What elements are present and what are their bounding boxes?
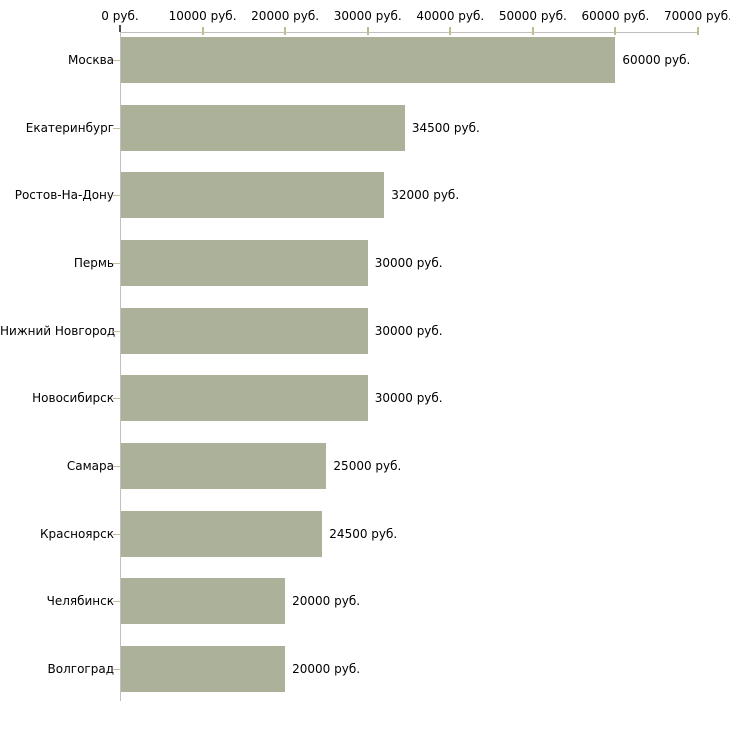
category-tick-mark [113,330,120,332]
x-axis-tick-mark [119,25,121,32]
category-tick-mark [113,263,120,264]
bar-value-label: 20000 руб. [292,594,361,609]
x-axis-tick-mark [366,27,369,35]
bar [121,510,323,557]
category-label: Волгоград [47,662,114,677]
bar-value-label: 30000 руб. [374,323,443,338]
x-axis-tick-label: 50000 руб. [498,9,567,23]
x-axis-tick-label: 40000 руб. [416,9,485,23]
category-tick-mark [113,127,120,129]
category-tick-mark [113,466,120,468]
bar-value-label: 20000 руб. [292,662,361,677]
category-tick-mark [113,398,120,400]
bar [121,37,616,83]
y-axis-line [120,32,121,701]
x-axis-tick-mark [531,27,534,35]
bar-value-label: 25000 руб. [333,459,402,474]
x-axis-tick-mark [449,27,452,35]
category-tick-mark [113,60,120,61]
x-axis-tick-mark [284,27,287,35]
bar [121,443,327,490]
bar-value-label: 30000 руб. [374,256,443,270]
category-label: Челябинск [46,594,114,609]
bar-value-label: 60000 руб. [622,53,691,67]
x-axis-tick-label: 70000 руб. [664,9,730,23]
bar [121,104,405,151]
bar-value-label: 30000 руб. [374,391,443,406]
category-label: Красноярск [40,526,114,541]
category-label: Москва [68,53,114,67]
x-axis-tick-label: 0 руб. [101,9,139,23]
category-tick-mark [113,601,120,603]
bar-value-label: 32000 руб. [391,188,460,203]
bar [121,307,368,354]
bar [121,240,368,286]
category-label: Нижний Новгород [0,323,116,338]
x-axis-tick-label: 60000 руб. [581,9,650,23]
bar-value-label: 34500 руб. [411,120,480,135]
x-axis-tick-label: 30000 руб. [333,9,402,23]
x-axis-tick-mark [201,27,204,35]
category-label: Екатеринбург [25,120,114,135]
x-axis-tick-mark [697,27,699,35]
x-axis-tick-label: 10000 руб. [168,9,237,23]
category-label: Пермь [73,256,114,270]
category-tick-mark [113,669,120,671]
bar-value-label: 24500 руб. [329,526,398,541]
bar [121,646,286,693]
category-label: Ростов-На-Дону [14,188,114,203]
category-tick-mark [113,533,120,535]
category-tick-mark [113,195,120,197]
bar [121,375,368,422]
x-axis-tick-mark [614,27,617,35]
bar [121,578,286,625]
x-axis-line [120,32,698,33]
category-label: Новосибирск [32,391,114,406]
bar [121,172,385,219]
category-label: Самара [66,459,114,474]
x-axis-tick-label: 20000 руб. [251,9,320,23]
